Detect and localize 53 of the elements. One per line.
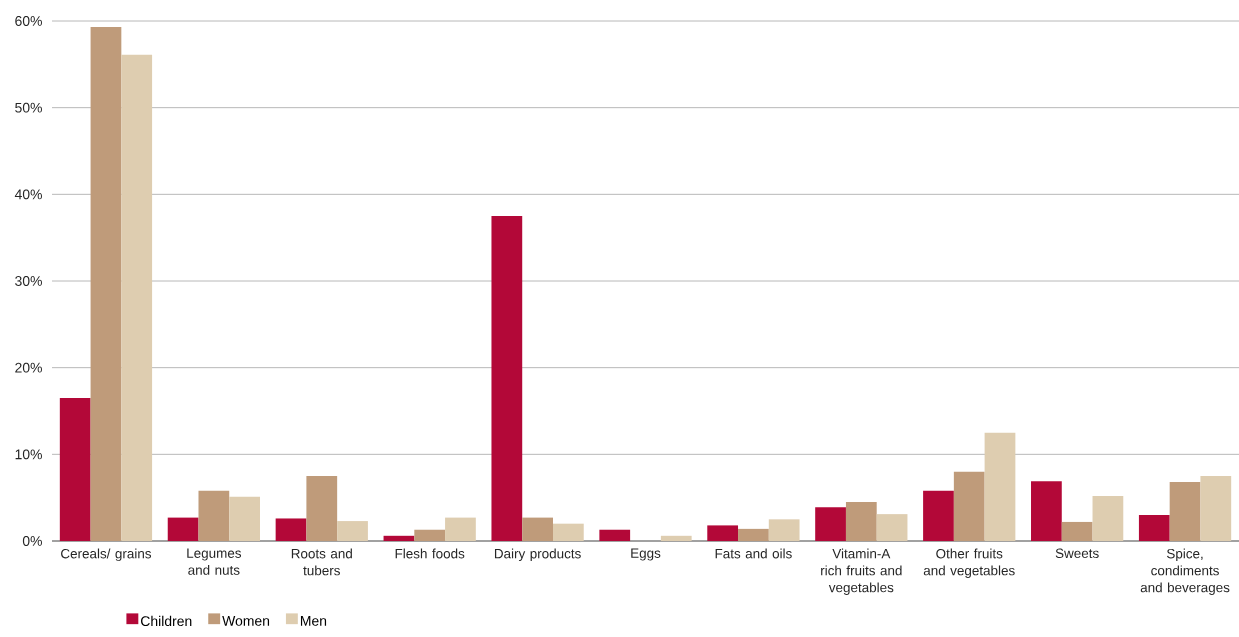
legend-label: Men xyxy=(300,616,327,626)
bar xyxy=(121,54,153,541)
bar xyxy=(845,502,877,541)
x-tick-label: Eggs xyxy=(631,548,661,561)
bar xyxy=(953,471,985,541)
x-tick-label: Spice, condiments and beverages xyxy=(1140,548,1230,595)
bar xyxy=(552,523,584,541)
x-tick-label: Roots and tubers xyxy=(291,548,352,576)
bar xyxy=(167,517,199,541)
y-tick-label: 10% xyxy=(15,449,42,460)
bar xyxy=(768,519,800,541)
bar xyxy=(1061,521,1093,541)
y-tick-label: 30% xyxy=(15,276,42,286)
bar xyxy=(599,529,631,541)
bar xyxy=(1092,495,1124,541)
bar xyxy=(660,535,692,541)
legend-label: Children xyxy=(141,615,192,627)
x-tick-label: Legumes and nuts xyxy=(187,548,242,575)
y-tick-label: 20% xyxy=(15,362,42,373)
x-tick-label: Cereals/ grains xyxy=(61,548,152,562)
x-tick-label: Dairy products xyxy=(494,548,581,562)
bar xyxy=(1169,482,1201,541)
legend-label: Women xyxy=(222,616,270,626)
bar xyxy=(738,528,769,541)
bar xyxy=(707,525,739,541)
bar xyxy=(1138,515,1170,541)
y-tick-label: 50% xyxy=(15,102,42,113)
x-tick-label: Vitamin-A rich fruits and vegetables xyxy=(821,548,902,595)
y-tick-label: 60% xyxy=(15,16,42,26)
bar xyxy=(414,529,446,541)
x-tick-label: Other fruits and vegetables xyxy=(923,548,1015,578)
bar xyxy=(90,27,122,541)
bar xyxy=(1031,481,1062,541)
y-tick-label: 40% xyxy=(14,189,42,200)
x-tick-label: Sweets xyxy=(1055,548,1099,559)
bar xyxy=(984,432,1016,541)
bar xyxy=(445,517,476,541)
y-tick-label: 0% xyxy=(22,536,42,546)
bar xyxy=(59,398,91,541)
bar xyxy=(383,535,415,541)
x-tick-label: Flesh foods xyxy=(395,548,465,559)
bar xyxy=(275,518,307,541)
bar xyxy=(491,216,523,541)
bar xyxy=(337,521,368,541)
bar xyxy=(522,517,553,541)
bar xyxy=(198,490,230,541)
bar xyxy=(1200,476,1232,541)
x-tick-label: Fats and oils xyxy=(715,548,792,559)
bar xyxy=(306,476,338,541)
bar xyxy=(876,514,908,541)
bar xyxy=(923,490,954,541)
bar xyxy=(229,496,260,541)
bar xyxy=(815,507,846,541)
